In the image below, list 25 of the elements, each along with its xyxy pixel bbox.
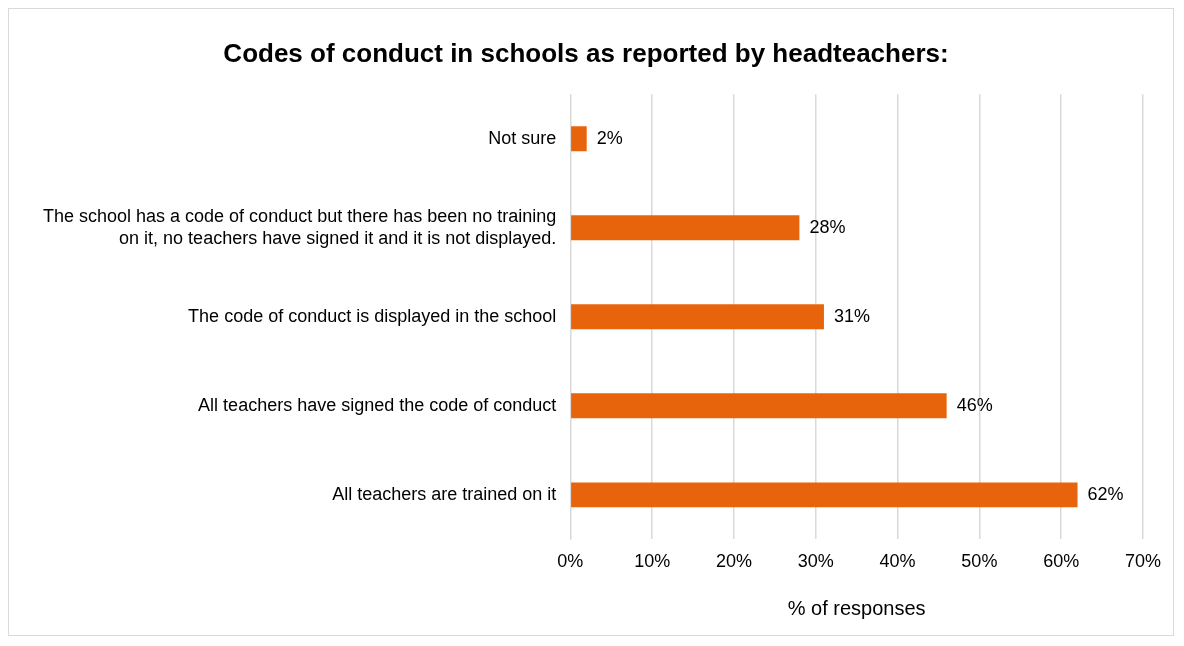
y-tick-label: All teachers are trained on it	[332, 483, 557, 504]
bar	[571, 393, 947, 419]
data-label: 46%	[956, 394, 993, 415]
bar	[571, 482, 1078, 508]
bar	[571, 126, 587, 152]
data-label: 62%	[1087, 483, 1124, 504]
chart-title: Codes of conduct in schools as reported by headteachers:	[223, 37, 949, 68]
x-tick-label: 0%	[557, 551, 584, 572]
data-label: 28%	[809, 216, 846, 237]
bar	[571, 215, 800, 241]
y-tick-label: The school has a code of conduct but there has been no training on it, no teachers have signed it and it is not displayed.	[42, 205, 557, 248]
data-label: 2%	[596, 127, 623, 148]
data-label: 31%	[833, 305, 870, 326]
x-tick-label: 20%	[715, 551, 752, 572]
y-tick-label: Not sure	[488, 127, 557, 148]
x-tick-label: 50%	[961, 551, 998, 572]
x-tick-label: 10%	[634, 551, 671, 572]
x-tick-label: 30%	[797, 551, 834, 572]
x-tick-label: 70%	[1124, 551, 1161, 572]
x-tick-label: 40%	[879, 551, 916, 572]
x-tick-label: 60%	[1043, 551, 1080, 572]
y-tick-label: All teachers have signed the code of conduct	[198, 394, 557, 415]
x-axis-title: % of responses	[787, 596, 926, 619]
bar	[571, 304, 824, 330]
y-tick-label: The code of conduct is displayed in the school	[188, 305, 557, 326]
